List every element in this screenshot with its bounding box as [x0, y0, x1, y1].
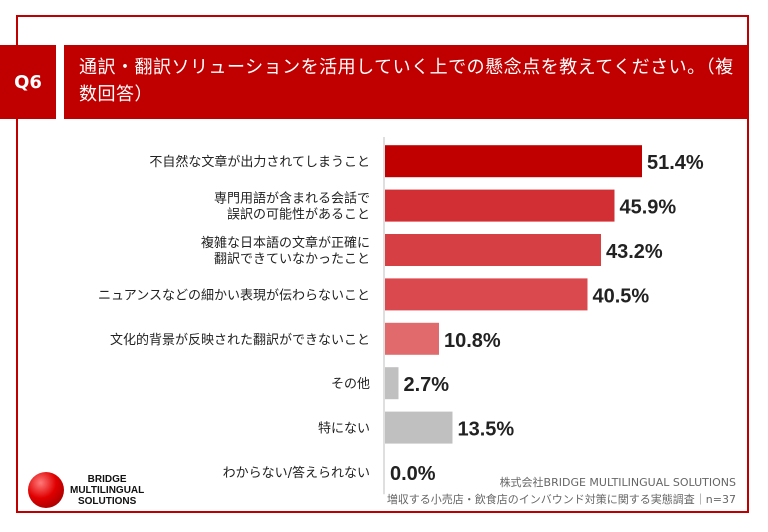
footer-company: 株式会社BRIDGE MULTILINGUAL SOLUTIONS — [499, 476, 736, 489]
company-logo: BRIDGE MULTILINGUAL SOLUTIONS — [28, 472, 144, 508]
value-label-0: 51.4% — [647, 152, 704, 174]
category-label-6-0: 特にない — [318, 422, 370, 437]
logo-sphere-icon — [28, 472, 64, 508]
logo-text: BRIDGE MULTILINGUAL SOLUTIONS — [70, 474, 144, 507]
value-label-1: 45.9% — [620, 197, 677, 219]
footer-survey: 増収する小売店・飲食店のインバウンド対策に関する実態調査｜n=37 — [386, 493, 736, 506]
category-label-4-0: 文化的背景が反映された翻訳ができないこと — [110, 332, 370, 348]
category-label-2-1: 翻訳できていなかったこと — [214, 252, 370, 267]
bar-6 — [385, 411, 453, 444]
logo-line-3: SOLUTIONS — [77, 495, 137, 507]
category-label-2-0: 複雑な日本語の文章が正確に — [201, 235, 370, 251]
bar-1 — [385, 189, 615, 222]
value-label-7: 0.0% — [390, 463, 436, 485]
category-label-5-0: その他 — [331, 377, 370, 392]
logo-line-2: MULTILINGUAL — [70, 484, 145, 496]
category-label-0-0: 不自然な文章が出力されてしまうこと — [149, 154, 370, 170]
question-badge: Q6 — [0, 45, 56, 119]
bar-5 — [385, 367, 399, 400]
bar-0 — [385, 145, 642, 178]
value-label-2: 43.2% — [606, 241, 663, 263]
value-label-3: 40.5% — [593, 285, 650, 307]
footer-credit: 株式会社BRIDGE MULTILINGUAL SOLUTIONS 増収する小売… — [387, 474, 736, 508]
category-label-7-0: わからない/答えられない — [223, 465, 370, 481]
bar-3 — [385, 278, 588, 311]
question-title: 通訳・翻訳ソリューションを活用していく上での懸念点を教えてください。（複数回答） — [64, 45, 749, 119]
bar-4 — [385, 322, 439, 355]
bar-2 — [385, 234, 601, 266]
value-label-4: 10.8% — [444, 330, 501, 352]
category-label-3-0: ニュアンスなどの細かい表現が伝わらないこと — [98, 288, 370, 303]
logo-line-1: BRIDGE — [87, 473, 127, 485]
value-label-5: 2.7% — [404, 374, 450, 396]
category-label-1-0: 専門用語が含まれる会話で — [214, 191, 370, 207]
value-label-6: 13.5% — [458, 419, 515, 441]
category-label-1-1: 誤訳の可能性があること — [227, 207, 370, 223]
